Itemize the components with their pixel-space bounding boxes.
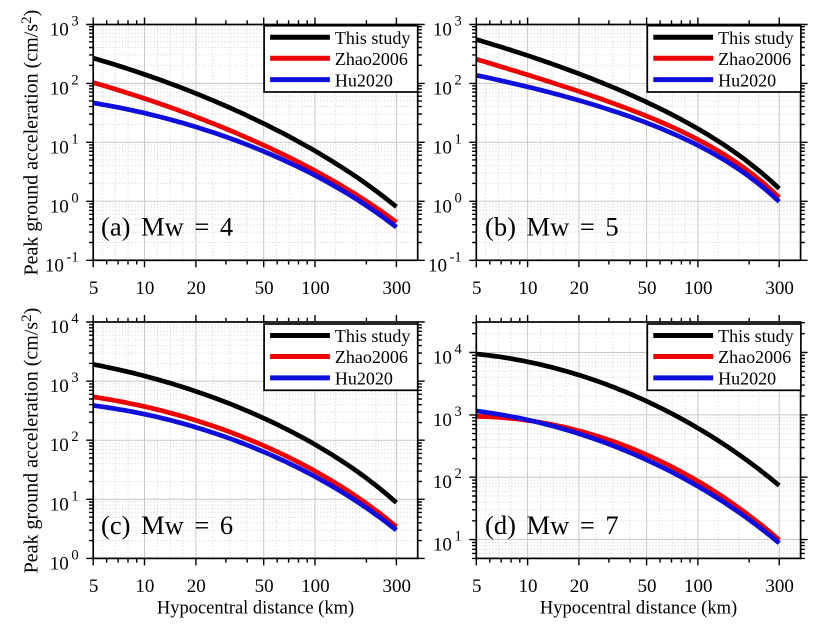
svg-text:50: 50	[638, 278, 657, 299]
svg-text:Zhao2006: Zhao2006	[718, 347, 791, 367]
svg-text:10: 10	[519, 278, 538, 299]
svg-text:Hu2020: Hu2020	[718, 70, 776, 90]
svg-text:This study: This study	[335, 28, 411, 48]
svg-text:50: 50	[255, 576, 274, 597]
svg-text:5: 5	[89, 278, 99, 299]
svg-text:5: 5	[472, 576, 482, 597]
svg-text:300: 300	[765, 278, 794, 299]
svg-text:100: 100	[684, 576, 713, 597]
svg-text:Zhao2006: Zhao2006	[718, 49, 791, 69]
svg-text:Hu2020: Hu2020	[335, 369, 393, 389]
svg-text:100: 100	[684, 278, 713, 299]
svg-text:Peak ground acceleration (cm/s: Peak ground acceleration (cm/s2)	[19, 308, 43, 574]
svg-text:This study: This study	[718, 326, 794, 346]
svg-text:10: 10	[135, 278, 154, 299]
svg-text:20: 20	[187, 576, 206, 597]
svg-text:Hypocentral distance (km): Hypocentral distance (km)	[157, 599, 354, 619]
svg-text:This study: This study	[335, 326, 411, 346]
svg-text:100: 100	[301, 576, 330, 597]
svg-text:300: 300	[765, 576, 794, 597]
svg-text:20: 20	[570, 576, 589, 597]
svg-text:(d) Mw = 7: (d) Mw = 7	[485, 510, 619, 540]
svg-text:300: 300	[383, 278, 412, 299]
svg-text:20: 20	[570, 278, 589, 299]
svg-text:Hypocentral distance (km): Hypocentral distance (km)	[540, 599, 737, 619]
svg-text:50: 50	[255, 278, 274, 299]
svg-text:Hu2020: Hu2020	[718, 369, 776, 389]
svg-text:5: 5	[472, 278, 482, 299]
svg-text:Peak ground acceleration (cm/s: Peak ground acceleration (cm/s2)	[19, 10, 43, 276]
svg-text:Zhao2006: Zhao2006	[335, 347, 408, 367]
svg-text:20: 20	[187, 278, 206, 299]
svg-text:10: 10	[519, 576, 538, 597]
svg-text:5: 5	[89, 576, 99, 597]
svg-text:100: 100	[301, 278, 330, 299]
svg-text:Hu2020: Hu2020	[335, 70, 393, 90]
svg-text:300: 300	[383, 576, 412, 597]
svg-text:Zhao2006: Zhao2006	[335, 49, 408, 69]
svg-text:(b) Mw = 5: (b) Mw = 5	[485, 212, 619, 242]
svg-text:50: 50	[638, 576, 657, 597]
svg-text:This study: This study	[718, 28, 794, 48]
svg-text:(c) Mw = 6: (c) Mw = 6	[101, 510, 233, 540]
svg-text:10: 10	[135, 576, 154, 597]
svg-text:(a) Mw = 4: (a) Mw = 4	[101, 212, 233, 242]
